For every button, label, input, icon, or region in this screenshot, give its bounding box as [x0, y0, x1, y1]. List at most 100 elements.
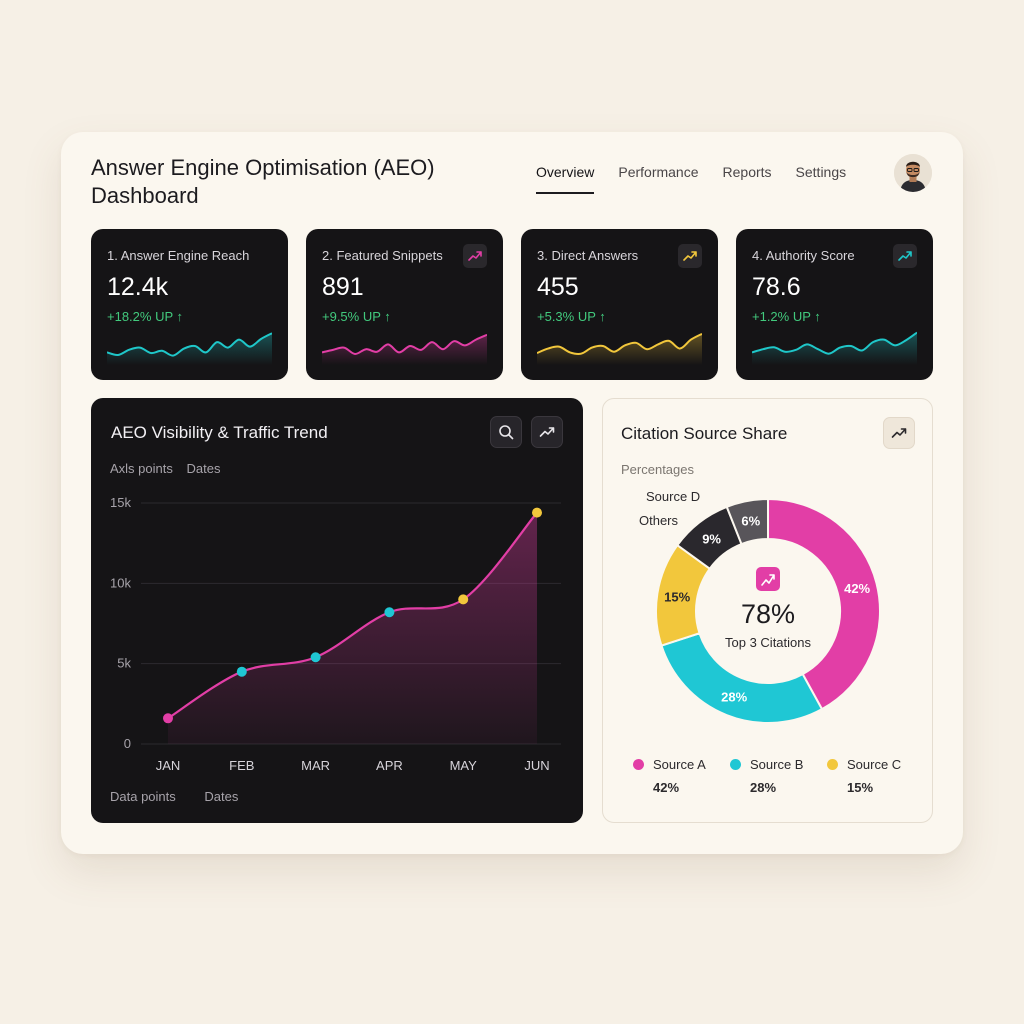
kpi-change: +9.5% UP ↑ — [322, 309, 391, 324]
legend-dot — [730, 759, 741, 770]
sparkline — [752, 331, 917, 365]
sparkline-line — [322, 333, 487, 355]
meta-label: Axls points — [110, 461, 173, 476]
tab-settings[interactable]: Settings — [795, 164, 847, 180]
tab-performance[interactable]: Performance — [618, 164, 699, 180]
x-tick-label: MAY — [450, 758, 478, 773]
kpi-label: 3. Direct Answers — [537, 248, 639, 263]
kpi-card-reach[interactable]: 1. Answer Engine Reach 12.4k +18.2% UP ↑ — [91, 229, 288, 380]
donut-center-label: Top 3 Citations — [725, 635, 811, 650]
trend-line-chart[interactable]: 0 5k 10k 15k JAN FEB MAR APR MAY JUN — [91, 488, 583, 778]
legend-item[interactable]: Source C 15% — [827, 757, 924, 795]
meta-label: Dates — [186, 461, 221, 476]
legend-dot — [633, 759, 644, 770]
kpi-change: +5.3% UP ↑ — [537, 309, 606, 324]
legend-value: 28% — [750, 780, 777, 795]
x-tick-label: MAR — [301, 758, 330, 773]
donut-slice — [767, 497, 881, 711]
trend-button[interactable] — [531, 416, 563, 448]
sparkline — [322, 333, 487, 365]
kpi-card-snippets[interactable]: 2. Featured Snippets 891 +9.5% UP ↑ — [306, 229, 503, 380]
y-tick-label: 15k — [110, 495, 131, 510]
kpi-change: +1.2% UP ↑ — [752, 309, 821, 324]
chart-meta-bottom: Data points Dates — [110, 789, 248, 804]
sparkline-area — [107, 333, 272, 365]
kpi-label: 4. Authority Score — [752, 248, 855, 263]
slice-label: 42% — [844, 581, 870, 596]
search-button[interactable] — [490, 416, 522, 448]
legend-value: 15% — [847, 780, 874, 795]
slice-label: 9% — [702, 531, 721, 546]
series-line — [167, 511, 538, 720]
tab-overview[interactable]: Overview — [536, 164, 595, 194]
data-point — [384, 607, 395, 618]
data-point — [163, 713, 173, 724]
share-card-title: Citation Source Share — [621, 424, 788, 443]
data-point — [532, 507, 542, 518]
kpi-change: +18.2% UP ↑ — [107, 309, 184, 324]
legend-item[interactable]: Source B 28% — [730, 757, 827, 795]
outer-label-others: Others — [639, 513, 679, 528]
kpi-value: 12.4k — [107, 273, 169, 301]
donut-center-value: 78% — [741, 599, 795, 629]
x-tick-label: JAN — [156, 758, 181, 773]
kpi-card-authority[interactable]: 4. Authority Score 78.6 +1.2% UP ↑ — [736, 229, 933, 380]
sparkline-line — [107, 332, 272, 357]
data-point — [310, 652, 321, 663]
dashboard-panel: Answer Engine Optimisation (AEO) Dashboa… — [61, 132, 963, 854]
tab-reports[interactable]: Reports — [722, 164, 772, 180]
trend-button[interactable] — [883, 417, 915, 449]
sparkline — [107, 332, 272, 365]
sparkline-area — [752, 332, 917, 365]
trend-up-icon — [539, 427, 555, 437]
share-meta: Percentages — [621, 462, 694, 477]
y-tick-label: 0 — [124, 736, 131, 751]
kpi-label: 1. Answer Engine Reach — [107, 248, 250, 263]
x-tick-label: APR — [376, 758, 403, 773]
x-tick-label: JUN — [524, 758, 549, 773]
donut-slice — [660, 631, 824, 724]
legend-label: Source C — [847, 757, 902, 772]
chart-legend: Source A 42% Source B 28% Source C 15% — [633, 757, 924, 795]
share-card: Citation Source Share Percentages Source… — [602, 398, 933, 823]
chart-meta-top: Axls points Dates — [110, 461, 230, 476]
kpi-card-direct-answers[interactable]: 3. Direct Answers 455 +5.3% UP ↑ — [521, 229, 718, 380]
series-area — [168, 512, 537, 744]
sparkline-line — [752, 331, 917, 355]
kpi-value: 455 — [537, 273, 579, 301]
citation-donut-chart[interactable]: 42% 28% 15% 9% 6% 78% Top 3 Citations — [603, 479, 934, 739]
legend-label: Source B — [750, 757, 804, 772]
trend-up-icon[interactable] — [678, 244, 702, 268]
trend-card-title: AEO Visibility & Traffic Trend — [111, 423, 328, 442]
legend-item[interactable]: Source A 42% — [633, 757, 730, 795]
legend-dot — [827, 759, 838, 770]
search-icon — [499, 425, 514, 440]
data-point — [458, 594, 469, 605]
trend-up-icon[interactable] — [463, 244, 487, 268]
user-avatar-icon — [894, 154, 932, 192]
donut-slice — [725, 497, 769, 546]
y-tick-label: 10k — [110, 575, 131, 590]
trend-card: AEO Visibility & Traffic Trend Axls poin… — [91, 398, 583, 823]
y-tick-label: 5k — [117, 656, 131, 671]
page-title: Answer Engine Optimisation (AEO) Dashboa… — [91, 155, 435, 208]
top-nav: Overview Performance Reports Settings — [536, 164, 870, 194]
x-tick-label: FEB — [229, 758, 254, 773]
meta-label: Dates — [204, 789, 239, 804]
legend-label: Source A — [653, 757, 706, 772]
kpi-value: 78.6 — [752, 273, 801, 301]
sparkline — [537, 332, 702, 365]
trend-up-icon-glyph — [761, 574, 775, 586]
user-avatar[interactable] — [894, 154, 932, 192]
trend-up-icon — [756, 567, 780, 591]
kpi-value: 891 — [322, 273, 364, 301]
slice-label: 28% — [721, 690, 747, 705]
trend-up-icon[interactable] — [893, 244, 917, 268]
outer-label-source-d: Source D — [646, 489, 701, 504]
legend-value: 42% — [653, 780, 680, 795]
trend-up-icon — [891, 428, 907, 438]
meta-label: Data points — [110, 789, 176, 804]
slice-label: 6% — [741, 514, 760, 529]
slice-label: 15% — [664, 590, 690, 605]
kpi-label: 2. Featured Snippets — [322, 248, 443, 263]
